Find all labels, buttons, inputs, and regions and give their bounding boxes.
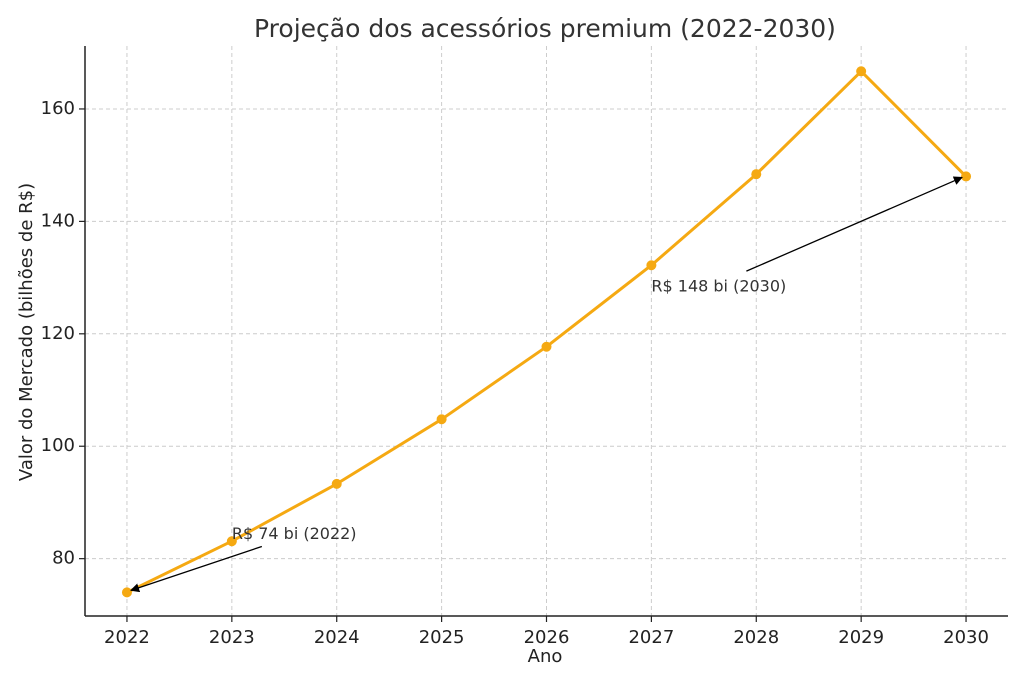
x-tick-label: 2025 [419,627,465,648]
gridlines [85,46,1008,616]
data-point [436,414,447,425]
series-group [121,66,972,598]
x-axis-label: Ano [528,646,563,667]
annotation-arrow [746,176,963,272]
x-tick-label: 2027 [628,627,674,648]
data-point [961,171,972,182]
data-point [541,341,552,352]
y-tick-label: 80 [52,548,75,569]
data-point [226,536,237,547]
annotation-label: R$ 74 bi (2022) [232,524,357,543]
data-point [121,587,132,598]
series-line [126,69,968,594]
x-tick-label: 2026 [524,627,570,648]
y-tick-label: 100 [41,435,75,456]
annotations: R$ 74 bi (2022) R$ 148 bi (2030) [130,176,963,593]
y-tick-label: 120 [41,323,75,344]
x-tick-label: 2023 [209,627,255,648]
data-point [646,260,657,271]
y-axis-label: Valor do Mercado (bilhões de R$) [16,183,37,481]
annotation-arrow [130,545,263,593]
data-point [331,478,342,489]
data-point [856,66,867,77]
y-tick-label: 140 [41,210,75,231]
y-tick-label: 160 [41,98,75,119]
annotation-label: R$ 148 bi (2030) [651,277,786,296]
ticks: 2022 2023 2024 2025 2026 2027 2028 2029 2030 80 10… [41,98,989,648]
x-tick-label: 2028 [733,627,779,648]
x-tick-label: 2024 [314,627,360,648]
x-tick-label: 2029 [838,627,884,648]
x-tick-label: 2030 [943,627,989,648]
data-point [751,169,762,180]
x-tick-label: 2022 [104,627,150,648]
chart-title: Projeção dos acessórios premium (2022-20… [254,14,836,43]
